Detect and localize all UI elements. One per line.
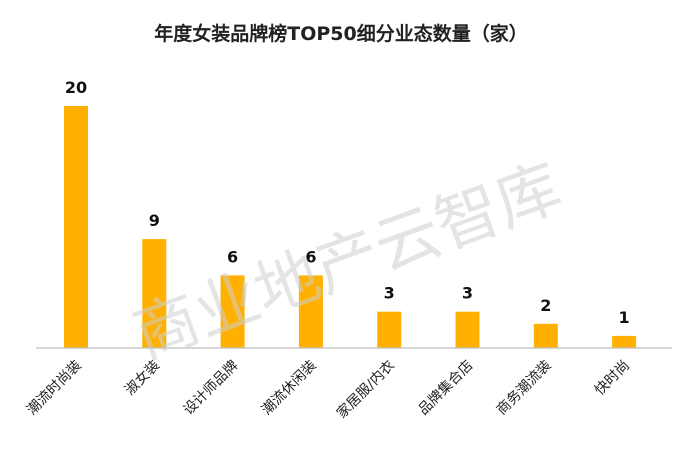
category-label-3: 潮流休闲装	[259, 358, 320, 419]
bar-1	[142, 239, 167, 348]
category-label-2: 设计师品牌	[180, 357, 242, 419]
data-label-7: 1	[619, 308, 630, 327]
bar-6	[533, 323, 558, 348]
watermark: 商业地产云智库	[125, 151, 571, 374]
data-label-4: 3	[384, 284, 395, 303]
chart-title: 年度女装品牌榜TOP50细分业态数量（家）	[154, 22, 527, 45]
category-label-7: 快时尚	[592, 358, 633, 399]
category-label-0: 潮流时尚装	[24, 358, 85, 419]
data-label-3: 6	[305, 247, 316, 266]
bar-7	[612, 335, 637, 348]
data-label-0: 20	[65, 78, 87, 97]
data-label-6: 2	[540, 296, 551, 315]
category-label-5: 品牌集合店	[415, 357, 477, 419]
bar-5	[455, 311, 480, 348]
category-label-6: 商务潮流装	[494, 358, 555, 419]
bar-4	[377, 311, 402, 348]
data-label-2: 6	[227, 247, 238, 266]
bars-layer	[64, 106, 637, 348]
data-label-1: 9	[149, 211, 160, 230]
category-label-4: 家居服/内衣	[333, 357, 398, 422]
bar-3	[298, 275, 323, 348]
data-label-5: 3	[462, 284, 473, 303]
bar-2	[220, 275, 245, 348]
bar-0	[64, 106, 88, 348]
